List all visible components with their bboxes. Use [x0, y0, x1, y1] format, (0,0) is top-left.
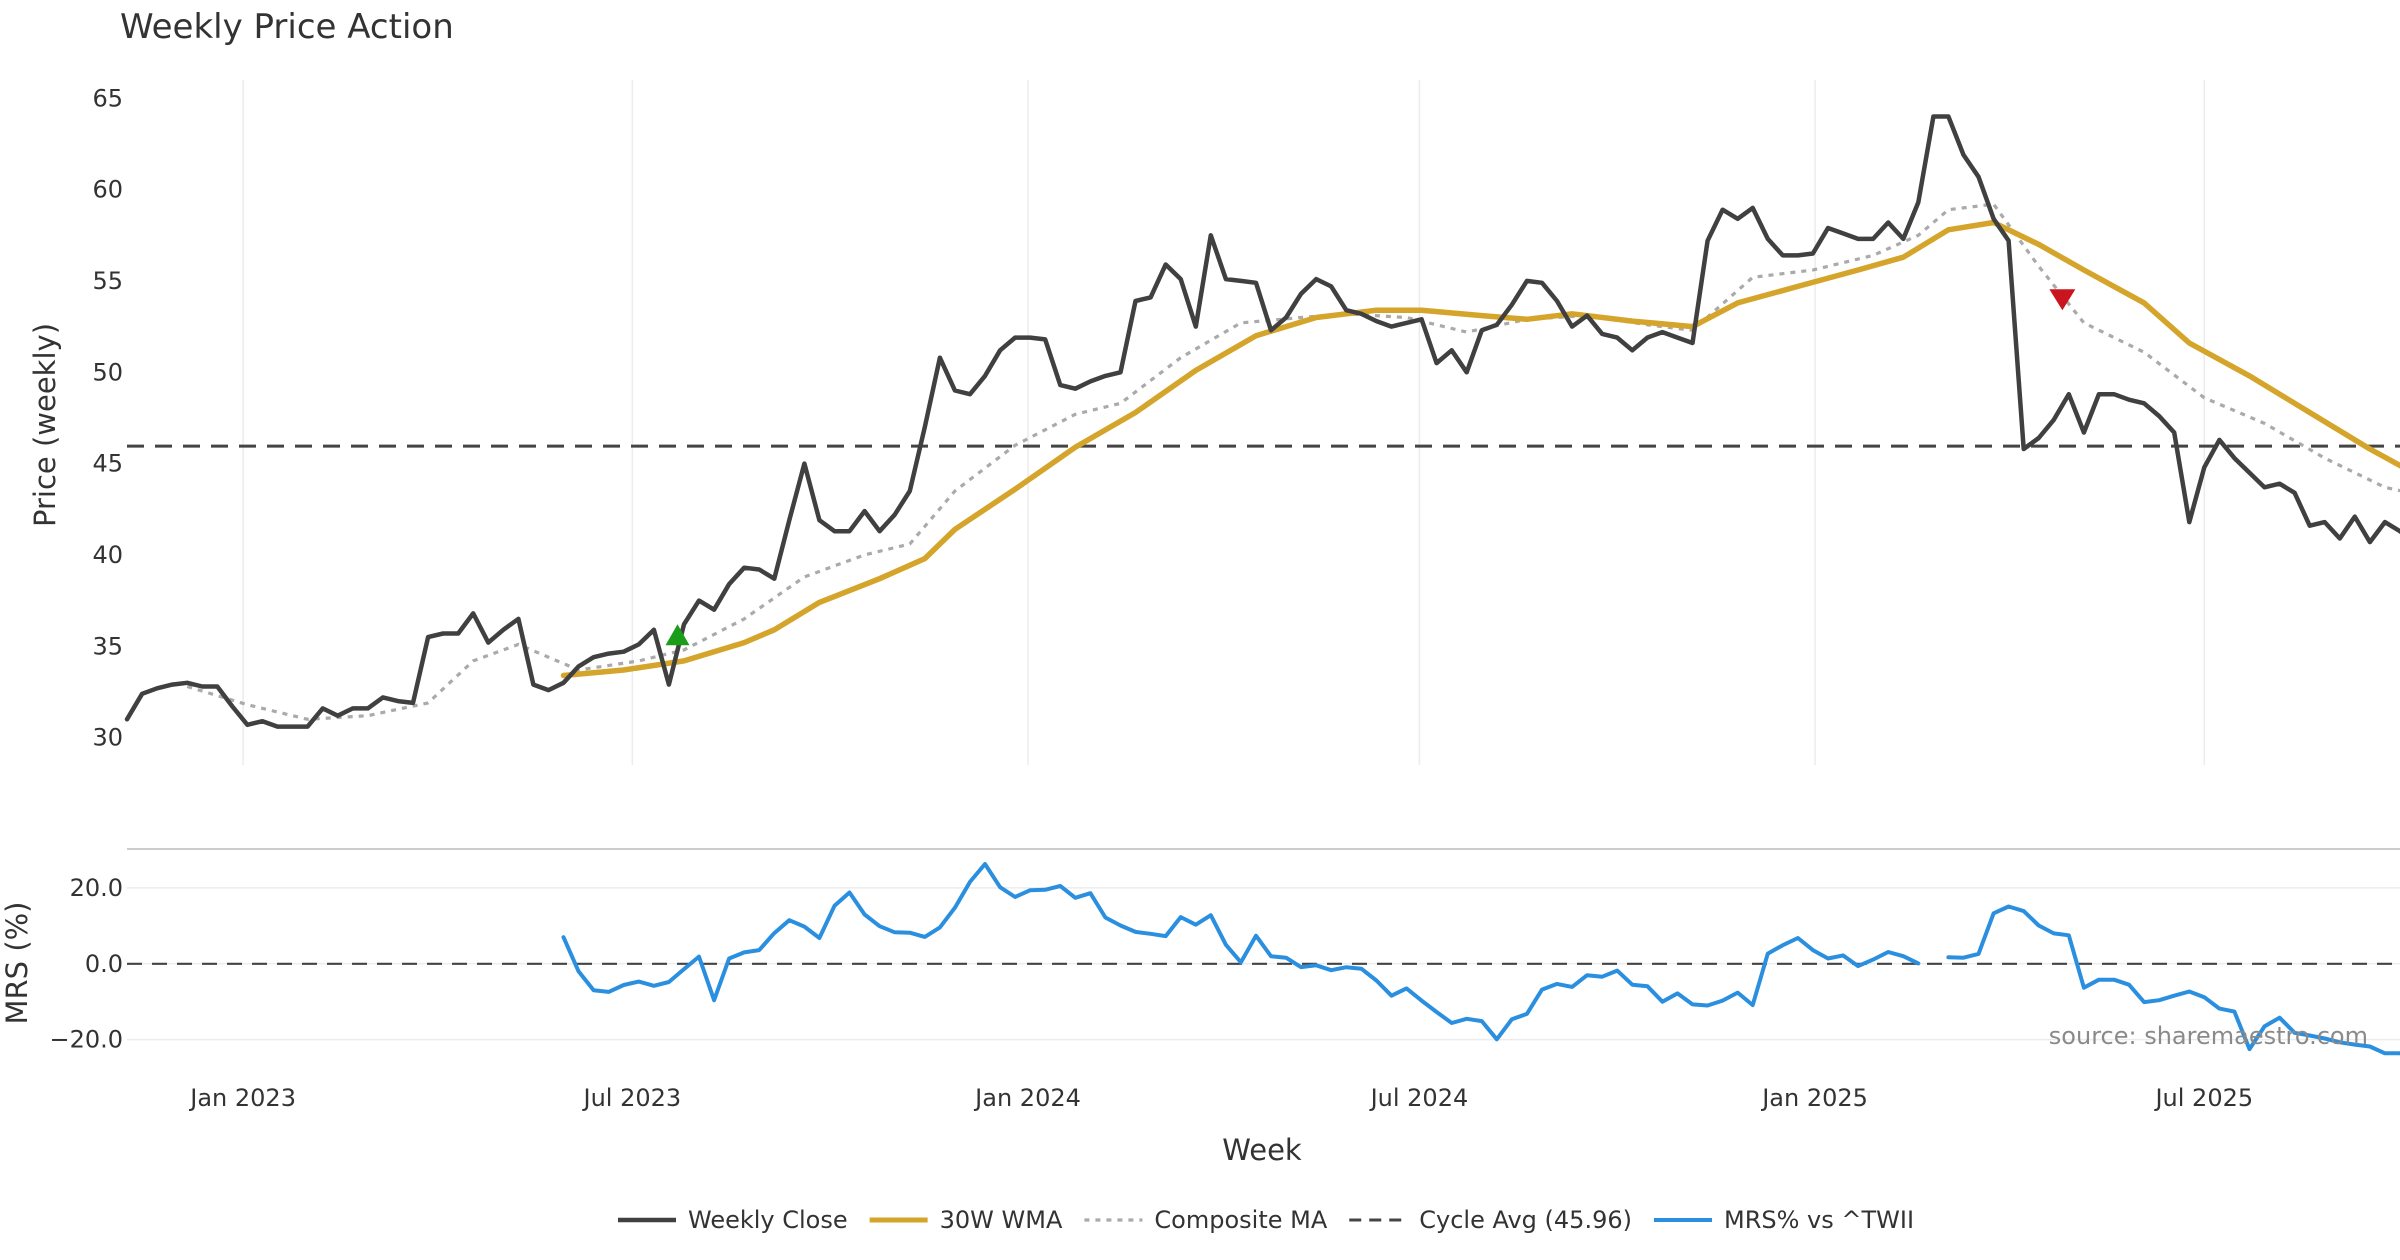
source-note: source: sharemaestro.com — [2049, 1022, 2368, 1050]
mrs-tick-label: 20.0 — [70, 874, 123, 902]
x-tick-label: Jan 2024 — [973, 1084, 1081, 1112]
legend-item-wma: 30W WMA — [869, 1206, 1063, 1234]
series-layer — [124, 114, 2400, 1056]
signal-markers — [665, 289, 2076, 646]
x-tick-label: Jan 2023 — [188, 1084, 296, 1112]
series-line-composite — [186, 202, 2400, 721]
series-line-wma — [560, 219, 2400, 679]
sell-signal-marker — [2049, 289, 2076, 311]
legend-label: 30W WMA — [940, 1206, 1063, 1234]
mrs-tick-label: −20.0 — [49, 1026, 123, 1054]
legend-label: Weekly Close — [688, 1206, 848, 1234]
legend-label: Cycle Avg (45.96) — [1419, 1206, 1632, 1234]
x-tick-label: Jan 2025 — [1760, 1084, 1868, 1112]
chart-title: Weekly Price Action — [120, 7, 454, 47]
y-tick-label: 35 — [92, 632, 123, 660]
legend-item-composite: Composite MA — [1084, 1206, 1328, 1234]
buy-signal-marker — [665, 624, 690, 646]
legend-item-mrs: MRS% vs ^TWII — [1653, 1206, 1914, 1234]
gridlines — [127, 80, 2400, 1041]
reference-lines — [127, 444, 2400, 965]
series-line-close — [124, 114, 2400, 729]
legend-item-cycle: Cycle Avg (45.96) — [1349, 1206, 1632, 1234]
y-tick-label: 55 — [92, 267, 123, 295]
series-line-mrs — [561, 862, 2400, 1056]
y-tick-label: 40 — [92, 541, 123, 569]
legend-label: MRS% vs ^TWII — [1724, 1206, 1914, 1234]
x-axis-label: Week — [1222, 1133, 1302, 1167]
y-tick-label: 60 — [92, 176, 123, 204]
legend-label: Composite MA — [1154, 1206, 1327, 1234]
y-tick-label: 65 — [92, 84, 123, 112]
axis-ticks: Jan 2023 Jul 2023 Jan 2024 Jul 2024 Jan 2025… — [49, 84, 2253, 1112]
x-tick-label: Jul 2023 — [582, 1084, 682, 1112]
mrs-axis-label: MRS (%) — [0, 902, 34, 1025]
legend: Weekly Close 30W WMA Composite MA Cycle Avg… — [618, 1206, 1914, 1234]
y-tick-label: 30 — [92, 724, 123, 752]
x-tick-label: Jul 2025 — [2153, 1084, 2253, 1112]
mrs-tick-label: 0.0 — [85, 950, 123, 978]
x-tick-label: Jul 2024 — [1369, 1084, 1469, 1112]
y-tick-label: 45 — [92, 450, 123, 478]
legend-item-close: Weekly Close — [618, 1206, 848, 1234]
y-tick-label: 50 — [92, 358, 123, 386]
y-axis-label: Price (weekly) — [28, 323, 62, 527]
